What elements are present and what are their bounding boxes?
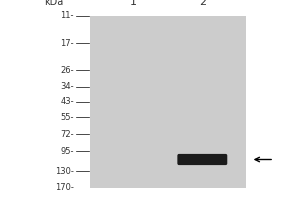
FancyBboxPatch shape bbox=[177, 154, 227, 165]
Text: 11-: 11- bbox=[60, 11, 74, 21]
Text: kDa: kDa bbox=[44, 0, 64, 7]
Text: 43-: 43- bbox=[60, 97, 74, 106]
Text: 55-: 55- bbox=[60, 113, 74, 122]
Text: 17-: 17- bbox=[60, 39, 74, 48]
Text: 1: 1 bbox=[130, 0, 137, 7]
Text: 34-: 34- bbox=[60, 82, 74, 91]
Text: 2: 2 bbox=[199, 0, 206, 7]
Text: 72-: 72- bbox=[60, 130, 74, 139]
Text: 95-: 95- bbox=[60, 147, 74, 156]
Text: 170-: 170- bbox=[55, 184, 74, 192]
Text: 26-: 26- bbox=[60, 66, 74, 75]
Text: 130-: 130- bbox=[55, 167, 74, 176]
